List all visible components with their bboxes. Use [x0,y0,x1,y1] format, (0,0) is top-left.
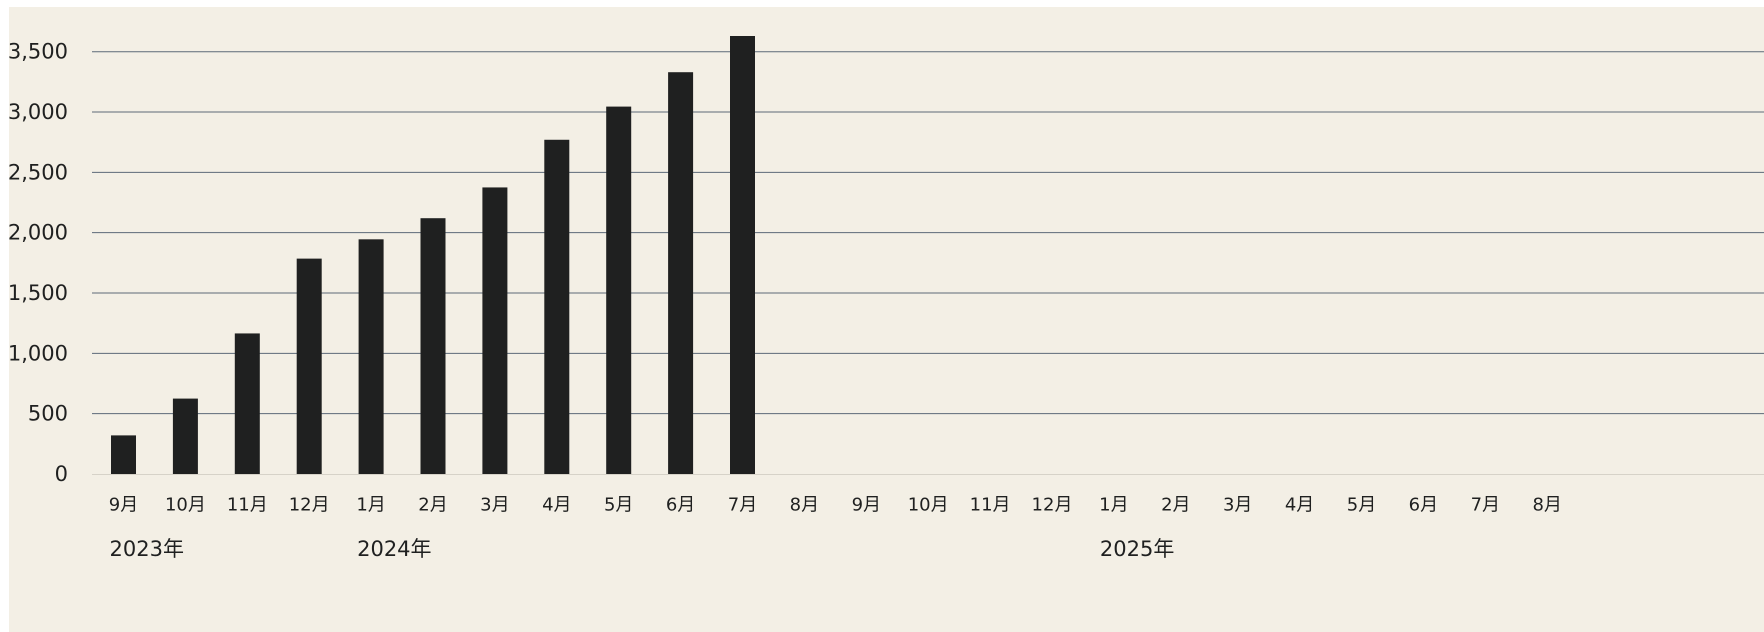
x-tick-label: 9月 [852,495,881,516]
year-label: 2023年 [110,537,184,561]
x-tick-label: 11月 [970,495,1011,516]
y-tick-label: 1,500 [8,281,68,305]
x-tick-label: 7月 [728,495,757,516]
x-tick-label: 10月 [165,495,206,516]
x-tick-label: 1月 [356,495,385,516]
x-tick-label: 4月 [542,495,571,516]
y-tick-label: 2,500 [8,160,68,184]
x-tick-label: 5月 [1347,495,1376,516]
bar [668,72,694,474]
year-label: 2025年 [1100,537,1174,561]
x-tick-label: 10月 [908,495,949,516]
x-tick-label: 6月 [1409,495,1438,516]
x-tick-label: 9月 [109,495,138,516]
x-tick-label: 8月 [790,495,819,516]
x-tick-label: 2月 [418,495,447,516]
x-tick-label: 3月 [1223,495,1252,516]
x-tick-label: 6月 [666,495,695,516]
x-tick-label: 12月 [1032,495,1073,516]
bar [111,435,136,474]
bar [358,239,384,474]
y-tick-label: 3,000 [8,100,68,124]
y-tick-label: 1,000 [8,341,68,365]
bar [234,333,260,474]
x-tick-label: 4月 [1285,495,1314,516]
bar [606,106,632,474]
x-tick-label: 2月 [1161,495,1190,516]
x-tick-label: 12月 [289,495,330,516]
x-tick-label: 5月 [604,495,633,516]
x-tick-label: 1月 [1099,495,1128,516]
y-tick-label: 0 [55,462,68,486]
bar [420,218,446,474]
y-tick-label: 500 [28,402,68,426]
bar [544,139,570,475]
bar [482,187,508,474]
y-tick-label: 3,500 [8,40,68,64]
x-tick-label: 7月 [1471,495,1500,516]
bar [296,258,322,474]
x-tick-label: 3月 [480,495,509,516]
bar [172,398,198,474]
year-label: 2024年 [357,537,431,561]
y-tick-label: 2,000 [8,221,68,245]
x-tick-label: 11月 [227,495,268,516]
bar [730,36,755,474]
x-tick-label: 8月 [1532,495,1561,516]
